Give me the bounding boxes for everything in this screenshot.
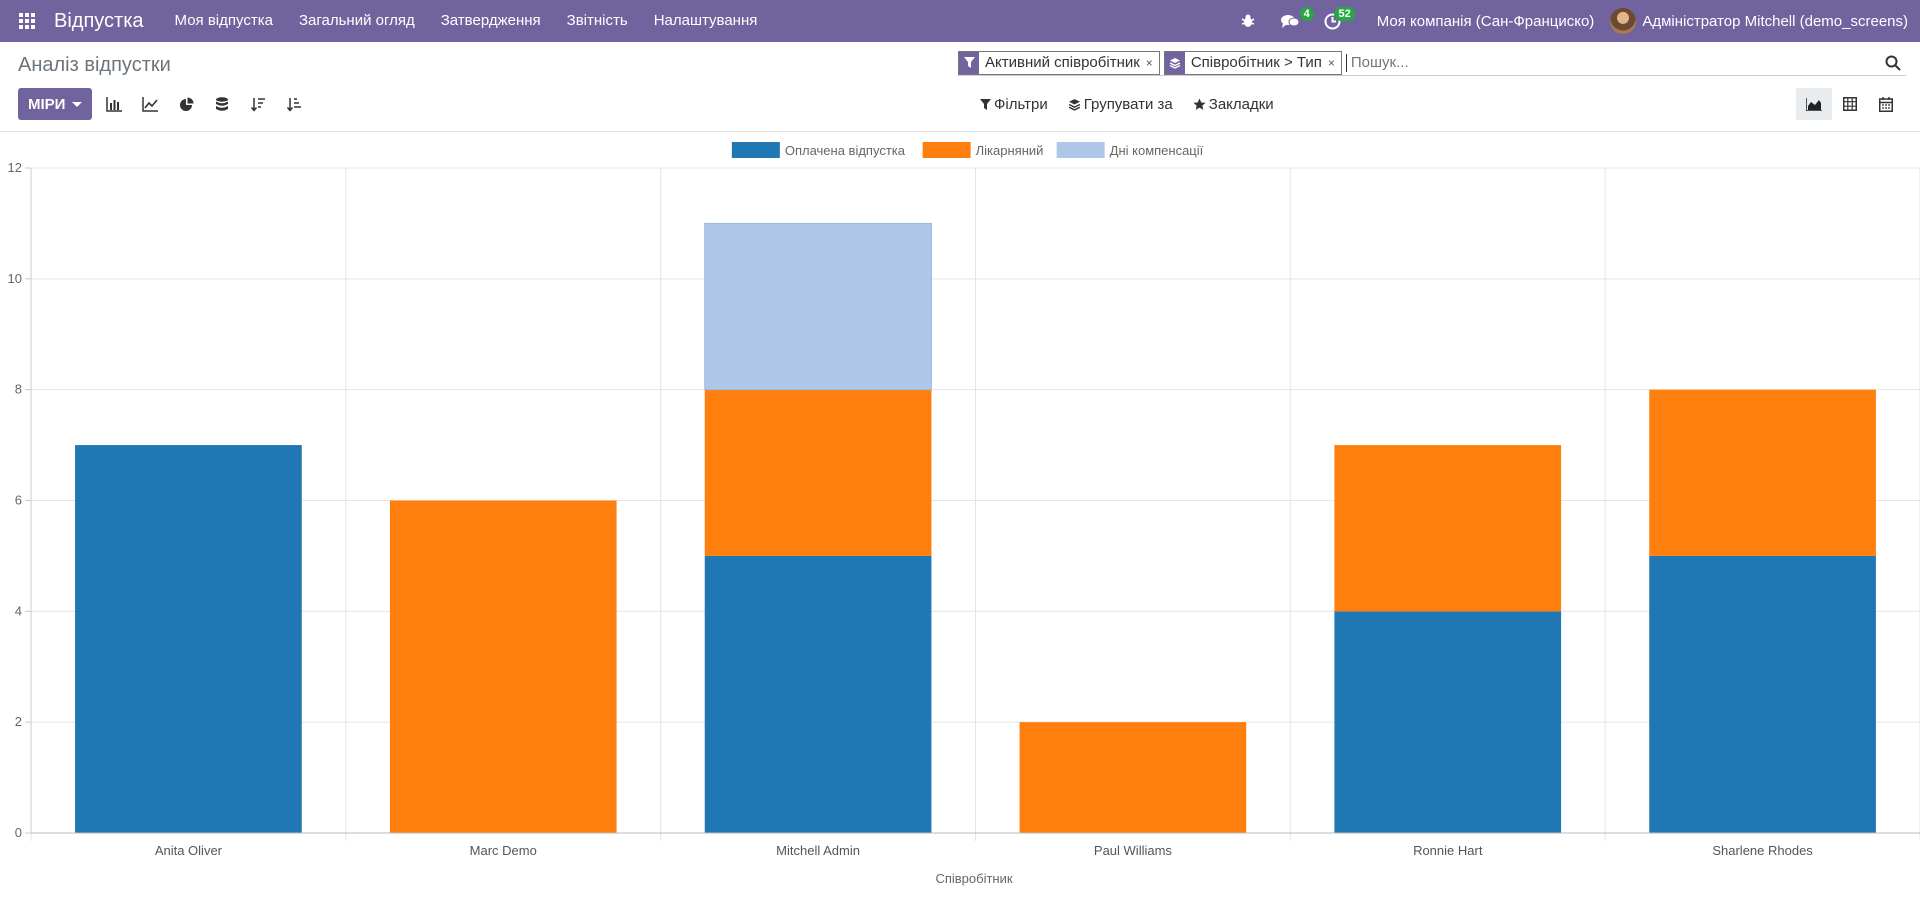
- legend-item[interactable]: Оплачена відпустка: [731, 142, 906, 158]
- y-tick-label: 12: [8, 160, 22, 175]
- menu-reporting[interactable]: Звітність: [566, 12, 628, 29]
- x-tick-label: Paul Williams: [1094, 843, 1173, 858]
- y-tick-label: 0: [15, 825, 22, 840]
- pivot-view-table-icon[interactable]: [1832, 88, 1868, 120]
- line-chart-icon[interactable]: [132, 88, 168, 120]
- activities-count-badge: 52: [1334, 7, 1355, 21]
- filters-label: Фільтри: [994, 95, 1048, 113]
- menu-my-timeoff[interactable]: Моя відпустка: [174, 12, 273, 29]
- bar-segment[interactable]: [75, 445, 302, 833]
- legend-item[interactable]: Лікарняний: [922, 142, 1044, 158]
- legend-label: Дні компенсації: [1110, 143, 1204, 158]
- company-switcher[interactable]: Моя компанія (Сан-Франциско): [1376, 12, 1595, 30]
- facet-label: Співробітник > Тип: [1190, 53, 1322, 71]
- bar-segment[interactable]: [1334, 445, 1562, 612]
- apps-menu-icon[interactable]: [0, 0, 54, 42]
- measures-button[interactable]: МІРИ: [18, 88, 93, 120]
- bar-segment[interactable]: [704, 222, 932, 391]
- messages-chat-icon[interactable]: 4: [1268, 0, 1314, 42]
- bar-segment[interactable]: [1019, 722, 1247, 833]
- legend-swatch: [1056, 142, 1105, 158]
- menu-approvals[interactable]: Затвердження: [440, 12, 541, 29]
- pie-chart-icon[interactable]: [168, 88, 204, 120]
- y-tick-label: 10: [8, 271, 22, 286]
- bar-segment[interactable]: [1649, 555, 1876, 833]
- bar-segment[interactable]: [704, 389, 932, 556]
- activities-clock-icon[interactable]: 52: [1312, 0, 1355, 42]
- bar-chart: 0 2 4 6 8 10 12 Anita Oliver Marc Demo Mitchell A…: [8, 142, 1920, 886]
- menu-configuration[interactable]: Налаштування: [653, 12, 758, 29]
- facet-remove-icon[interactable]: ×: [1145, 55, 1153, 70]
- app-title[interactable]: Відпустка: [54, 9, 144, 32]
- chart-axes: 0 2 4 6 8 10 12 Anita Oliver Marc Demo Mitchell A…: [8, 160, 1920, 858]
- layers-icon: [1068, 98, 1080, 111]
- top-navbar: Відпустка Моя відпустка Загальний огляд …: [0, 0, 1920, 42]
- bar-segment[interactable]: [1334, 611, 1562, 833]
- search-input[interactable]: [1345, 53, 1880, 72]
- search-facet-active-employee: Активний співробітник ×: [958, 50, 1160, 75]
- search-bar: Активний співробітник × Співробітник > Т…: [958, 50, 1906, 76]
- filter-icon: [980, 98, 991, 110]
- control-panel: Аналіз відпустки Активний співробітник ×…: [0, 42, 1920, 132]
- search-facet-groupby: Співробітник > Тип ×: [1163, 50, 1342, 75]
- x-tick-label: Anita Oliver: [155, 843, 223, 858]
- bar-segment[interactable]: [389, 500, 617, 834]
- sort-ascending-icon[interactable]: [276, 88, 312, 120]
- legend-swatch: [731, 142, 780, 158]
- favorites-label: Закладки: [1208, 95, 1274, 113]
- y-tick-label: 2: [15, 714, 22, 729]
- menu-overview[interactable]: Загальний огляд: [298, 12, 415, 29]
- user-menu[interactable]: Адміністратор Mitchell (demo_screens): [1610, 8, 1920, 34]
- chart-grid: [30, 167, 1920, 841]
- x-tick-label: Ronnie Hart: [1413, 843, 1483, 858]
- y-tick-label: 4: [15, 603, 22, 618]
- graph-view-area-chart-icon[interactable]: [1796, 88, 1832, 120]
- measures-label: МІРИ: [28, 95, 66, 113]
- y-tick-label: 6: [15, 493, 22, 508]
- legend-item[interactable]: Дні компенсації: [1056, 142, 1204, 158]
- chart-bars: [75, 222, 1876, 834]
- legend-swatch: [922, 142, 971, 158]
- layers-icon: [1164, 51, 1185, 74]
- filter-icon: [959, 51, 979, 74]
- star-icon: [1193, 98, 1206, 110]
- facet-label: Активний співробітник: [985, 53, 1140, 71]
- caret-down-icon: [72, 101, 83, 107]
- bar-segment[interactable]: [1649, 389, 1876, 556]
- chart-legend: Оплачена відпустка Лікарняний Дні компенса…: [731, 142, 1204, 158]
- x-axis-label: Співробітник: [935, 871, 1012, 886]
- x-tick-label: Marc Demo: [470, 843, 537, 858]
- messages-count-badge: 4: [1299, 7, 1314, 21]
- chart-area: 0 2 4 6 8 10 12 Anita Oliver Marc Demo Mitchell A…: [0, 133, 1920, 892]
- favorites-button[interactable]: Закладки: [1183, 96, 1284, 113]
- avatar: [1610, 8, 1637, 34]
- bar-chart-icon[interactable]: [96, 88, 132, 120]
- graph-toolbar: [96, 88, 312, 120]
- facet-remove-icon[interactable]: ×: [1327, 55, 1335, 70]
- search-icon[interactable]: [1880, 55, 1906, 71]
- legend-label: Оплачена відпустка: [785, 143, 906, 158]
- navbar-systray: 4 52 Моя компанія (Сан-Франциско) Адміні…: [1228, 0, 1920, 42]
- filters-button[interactable]: Фільтри: [970, 96, 1058, 113]
- legend-label: Лікарняний: [976, 143, 1044, 158]
- page-title: Аналіз відпустки: [18, 54, 171, 76]
- groupby-label: Групувати за: [1083, 95, 1173, 113]
- calendar-view-icon[interactable]: [1868, 88, 1904, 120]
- y-tick-label: 8: [15, 382, 22, 397]
- groupby-button[interactable]: Групувати за: [1058, 96, 1183, 113]
- x-tick-label: Mitchell Admin: [776, 843, 860, 858]
- stacked-database-icon[interactable]: [204, 88, 240, 120]
- bar-segment[interactable]: [704, 555, 932, 833]
- user-name: Адміністратор Mitchell (demo_screens): [1642, 12, 1908, 30]
- x-tick-label: Sharlene Rhodes: [1712, 843, 1813, 858]
- view-switcher: [1796, 88, 1904, 120]
- sort-descending-icon[interactable]: [240, 88, 276, 120]
- search-panel-toggles: Фільтри Групувати за Закладки: [970, 88, 1284, 120]
- debug-bug-icon[interactable]: [1228, 0, 1268, 42]
